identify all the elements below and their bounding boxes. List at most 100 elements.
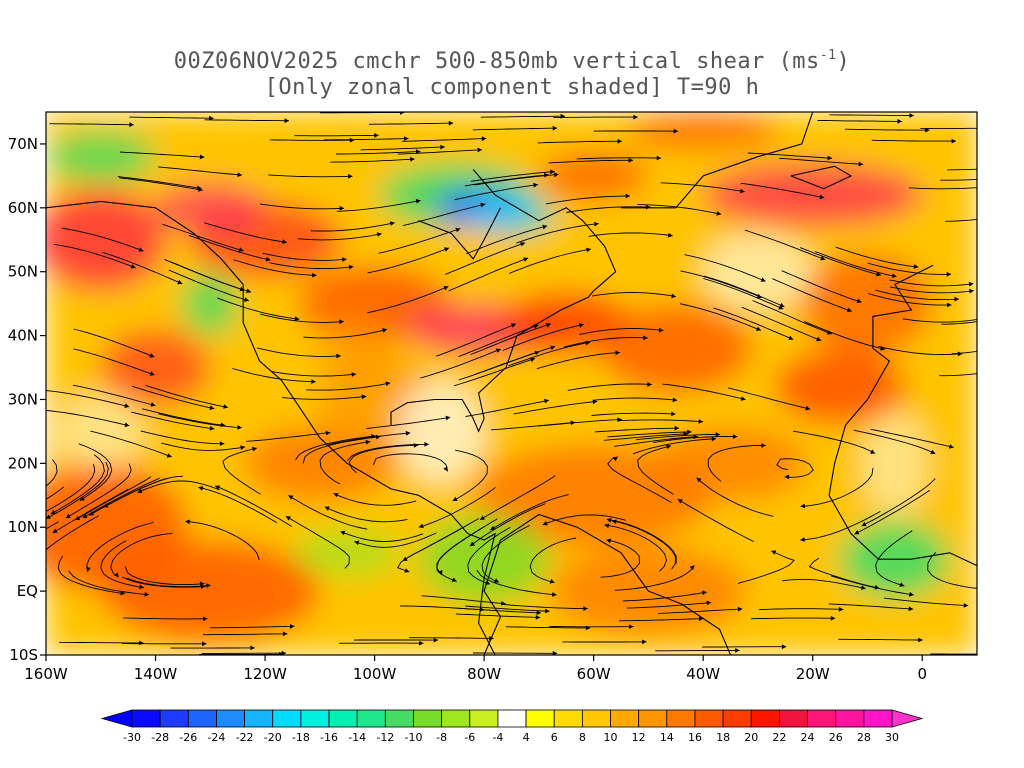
streamline-arrowhead (633, 114, 638, 120)
streamline (137, 480, 220, 493)
streamline-arrowhead (209, 425, 215, 431)
streamline (529, 537, 577, 583)
streamline-arrowhead (418, 523, 424, 529)
streamline-arrowhead (778, 305, 784, 310)
streamline-arrowhead (402, 556, 408, 561)
streamline-arrowhead (666, 444, 672, 450)
streamline-arrowhead (342, 257, 347, 262)
colorbar-swatch (722, 709, 752, 728)
streamline (817, 119, 902, 122)
streamline (467, 527, 511, 585)
streamline-arrowhead (1010, 652, 1014, 657)
streamline (203, 633, 288, 636)
streamline (123, 617, 208, 620)
streamline (740, 182, 825, 199)
streamline-arrowhead (552, 650, 558, 655)
streamline-arrowhead (265, 256, 271, 262)
streamline (799, 247, 882, 276)
streamline-arrowhead (891, 273, 897, 278)
streamline-arrowhead (771, 550, 777, 555)
coastline (828, 264, 934, 496)
streamline-arrowhead (946, 271, 952, 277)
streamline (778, 157, 864, 165)
streamline-arrowhead (617, 138, 622, 144)
streamline-arrowhead (673, 128, 678, 134)
streamline-arrowhead (549, 579, 555, 584)
streamline (402, 203, 486, 227)
shade-region (46, 131, 156, 183)
streamline (82, 477, 160, 519)
colorbar-label: -8 (436, 731, 447, 744)
shear-shading (46, 112, 977, 655)
shade-region (703, 233, 813, 311)
streamline (727, 387, 811, 410)
streamline-arrowhead (951, 138, 956, 144)
streamline-arrowhead (237, 425, 242, 430)
colorbar-swatch (216, 709, 245, 728)
streamline-arrowhead (490, 525, 496, 530)
streamline-arrowhead (897, 119, 902, 124)
streamline (310, 222, 395, 232)
streamline-arrowhead (1020, 174, 1024, 179)
streamline-arrowhead (199, 154, 205, 160)
streamline (871, 139, 956, 142)
streamline (246, 432, 331, 442)
colorbar-label: 10 (604, 731, 618, 744)
streamline (74, 476, 152, 521)
streamline-arrowhead (312, 272, 317, 278)
streamline-arrowhead (288, 495, 294, 500)
streamline (481, 524, 531, 583)
streamline-arrowhead (781, 644, 787, 650)
streamline-arrowhead (947, 302, 952, 308)
streamline (330, 158, 415, 163)
streamline-arrowhead (827, 155, 833, 161)
streamline-arrowhead (89, 511, 94, 516)
lon-tick-label: 40W (686, 665, 720, 683)
streamline-arrowhead (604, 523, 610, 529)
colorbar-label: -10 (404, 731, 422, 744)
streamline (704, 275, 785, 308)
streamline (470, 171, 555, 182)
streamline-arrowhead (1000, 126, 1005, 131)
streamline-arrowhead (838, 606, 844, 612)
streamline-arrowhead (219, 441, 225, 446)
streamline-arrowhead (535, 615, 541, 620)
streamline-arrowhead (544, 398, 549, 404)
streamline (947, 168, 977, 171)
streamline-arrowhead (185, 519, 190, 525)
streamline-arrowhead (79, 496, 85, 501)
streamline (49, 123, 134, 126)
streamline-arrowhead (880, 345, 886, 351)
streamline-arrowhead (643, 335, 648, 341)
streamline (259, 313, 344, 323)
colorbar-swatch (779, 709, 808, 728)
streamline-arrowhead (130, 264, 136, 269)
streamline-arrowhead (761, 443, 766, 448)
streamline (696, 477, 774, 517)
colorbar-swatch (469, 709, 499, 728)
streamline (102, 251, 183, 285)
streamline (204, 119, 289, 122)
streamline-arrowhead (625, 193, 630, 199)
streamline (508, 341, 591, 367)
streamline (259, 203, 345, 210)
lat-tick-label: 20N (8, 454, 38, 472)
streamline (829, 114, 914, 116)
streamline (319, 441, 371, 485)
streamline-arrowhead (740, 188, 745, 194)
streamline-arrowhead (501, 601, 506, 606)
streamline (367, 247, 450, 274)
streamline (436, 323, 517, 357)
streamline-arrowhead (206, 583, 211, 588)
streamline (513, 400, 598, 415)
streamline-arrowhead (413, 443, 419, 448)
streamline-arrowhead (404, 568, 410, 573)
streamline (50, 454, 105, 515)
streamline-arrowhead (445, 415, 451, 421)
streamline (752, 300, 832, 335)
streamline (288, 495, 368, 530)
streamline (465, 605, 550, 612)
streamline-arrowhead (909, 591, 914, 597)
streamline (336, 151, 421, 155)
streamline (875, 289, 959, 301)
